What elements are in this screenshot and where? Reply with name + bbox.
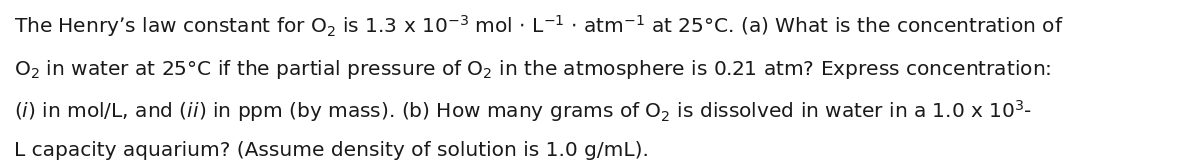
Text: The Henry’s law constant for $\mathrm{O_2}$ is 1.3 x $10^{-3}$ mol $\cdot$ $\mat: The Henry’s law constant for $\mathrm{O_…: [14, 13, 1063, 39]
Text: L capacity aquarium? (Assume density of solution is 1.0 g/mL).: L capacity aquarium? (Assume density of …: [14, 140, 649, 160]
Text: $\mathrm{O_2}$ in water at 25°C if the partial pressure of $\mathrm{O_2}$ in the: $\mathrm{O_2}$ in water at 25°C if the p…: [14, 58, 1051, 81]
Text: $(i)$ in mol/L, and $(ii)$ in ppm (by mass). (b) How many grams of $\mathrm{O_2}: $(i)$ in mol/L, and $(ii)$ in ppm (by ma…: [14, 98, 1032, 124]
